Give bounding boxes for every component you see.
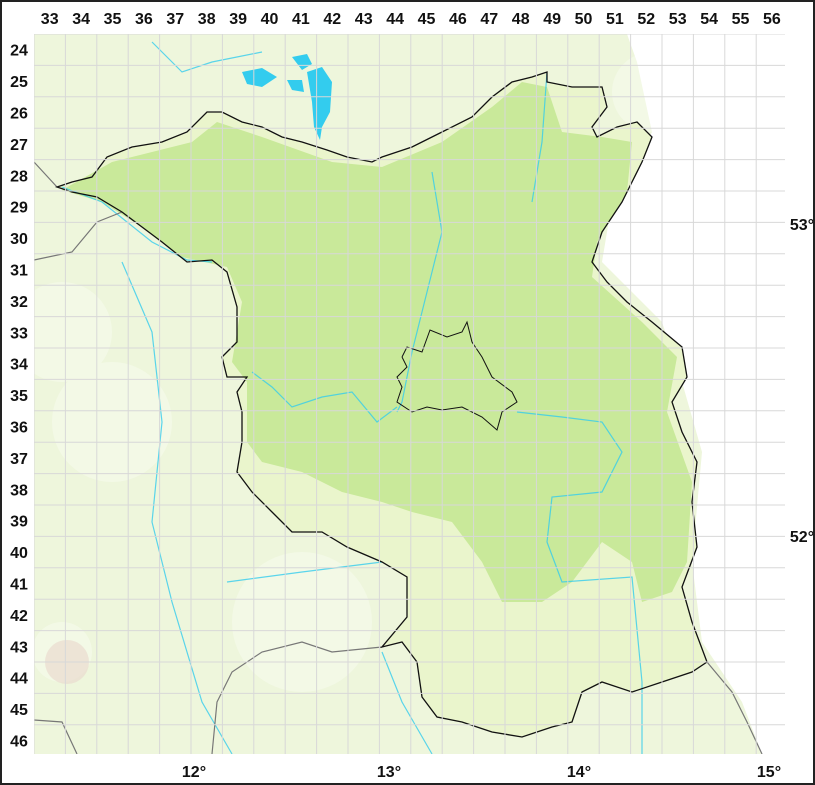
grid-column-label: 33	[41, 11, 59, 28]
river	[226, 561, 383, 583]
grid-column-label: 38	[198, 11, 216, 28]
grid-row-label: 41	[10, 577, 28, 594]
region-border	[54, 71, 708, 738]
lake	[292, 54, 312, 70]
longitude-label: 15°	[757, 764, 781, 781]
grid-column-label: 50	[575, 11, 593, 28]
grid-row-label: 30	[10, 231, 28, 248]
lake	[287, 80, 304, 92]
latitude-label: 53°	[790, 217, 813, 234]
terrain-patch	[52, 362, 172, 482]
grid-column-label: 51	[606, 11, 624, 28]
grid-column-labels: 33 34 35 36 37 38 39 40 41 42 43 44 45 46 47 48 49 50 51 52…	[41, 11, 781, 28]
grid-row-label: 28	[10, 168, 28, 185]
grid-column-label: 42	[323, 11, 341, 28]
grid-row-label: 45	[10, 702, 28, 719]
grid-row-label: 27	[10, 137, 28, 154]
grid-row-label: 25	[10, 74, 28, 91]
grid-row-label: 26	[10, 106, 28, 123]
grid-row-label: 34	[10, 357, 28, 374]
grid-row-label: 40	[10, 545, 28, 562]
lake	[242, 68, 277, 87]
latitude-label: 52°	[790, 529, 813, 546]
grid-row-label: 24	[10, 43, 28, 60]
grid-column-label: 37	[166, 11, 184, 28]
grid-row-label: 35	[10, 388, 28, 405]
state-border	[33, 161, 58, 188]
grid-row-label: 29	[10, 200, 28, 217]
river	[516, 411, 643, 754]
grid-column-label: 39	[229, 11, 247, 28]
lakes	[242, 54, 332, 140]
grid-row-label: 36	[10, 420, 28, 437]
grid-column-label: 55	[732, 11, 750, 28]
grid-column-label: 56	[763, 11, 781, 28]
grid-column-label: 45	[418, 11, 436, 28]
grid-column-label: 49	[543, 11, 561, 28]
state-border	[33, 719, 78, 755]
grid-column-label: 41	[292, 11, 310, 28]
longitude-labels: 12° 13° 14° 15°	[182, 764, 781, 781]
grid-row-label: 42	[10, 608, 28, 625]
terrain-patch	[232, 552, 372, 692]
state-border	[211, 641, 383, 755]
river	[121, 261, 233, 755]
rivers	[33, 41, 763, 755]
grid-column-label: 40	[261, 11, 279, 28]
dense-occurrence-area	[62, 82, 692, 602]
grid-row-label: 32	[10, 294, 28, 311]
grid-row-label: 46	[10, 734, 28, 751]
river	[531, 71, 548, 203]
grid-column-label: 53	[669, 11, 687, 28]
grid-column-label: 52	[637, 11, 655, 28]
grid-row-label: 33	[10, 325, 28, 342]
grid-row-label: 43	[10, 639, 28, 656]
longitude-label: 14°	[567, 764, 591, 781]
latitude-labels: 53° 52°	[790, 217, 813, 546]
grid-column-label: 46	[449, 11, 467, 28]
grid-row-label: 44	[10, 671, 28, 688]
grid-row-labels: 24 25 26 27 28 29 30 31 32 33 34 35 36 37 38 39 40 41 42 43…	[10, 43, 28, 751]
grid-row-label: 39	[10, 514, 28, 531]
state-border	[33, 211, 123, 261]
river	[61, 186, 213, 263]
river	[151, 41, 263, 73]
longitude-label: 12°	[182, 764, 206, 781]
grid-column-label: 44	[386, 11, 404, 28]
grid-column-label: 47	[480, 11, 498, 28]
grid-column-label: 48	[512, 11, 530, 28]
grid-column-label: 35	[104, 11, 122, 28]
grid-row-label: 38	[10, 482, 28, 499]
grid-row-label: 37	[10, 451, 28, 468]
grid-row-label: 31	[10, 263, 28, 280]
longitude-label: 13°	[377, 764, 401, 781]
state-border	[706, 661, 763, 755]
grid-column-label: 54	[700, 11, 718, 28]
terrain-patch	[12, 282, 112, 382]
lake	[307, 67, 332, 140]
grid-column-label: 36	[135, 11, 153, 28]
river	[251, 371, 398, 423]
grid-column-label: 43	[355, 11, 373, 28]
grid-column-label: 34	[72, 11, 90, 28]
berlin-border	[396, 320, 518, 431]
river	[381, 651, 433, 755]
